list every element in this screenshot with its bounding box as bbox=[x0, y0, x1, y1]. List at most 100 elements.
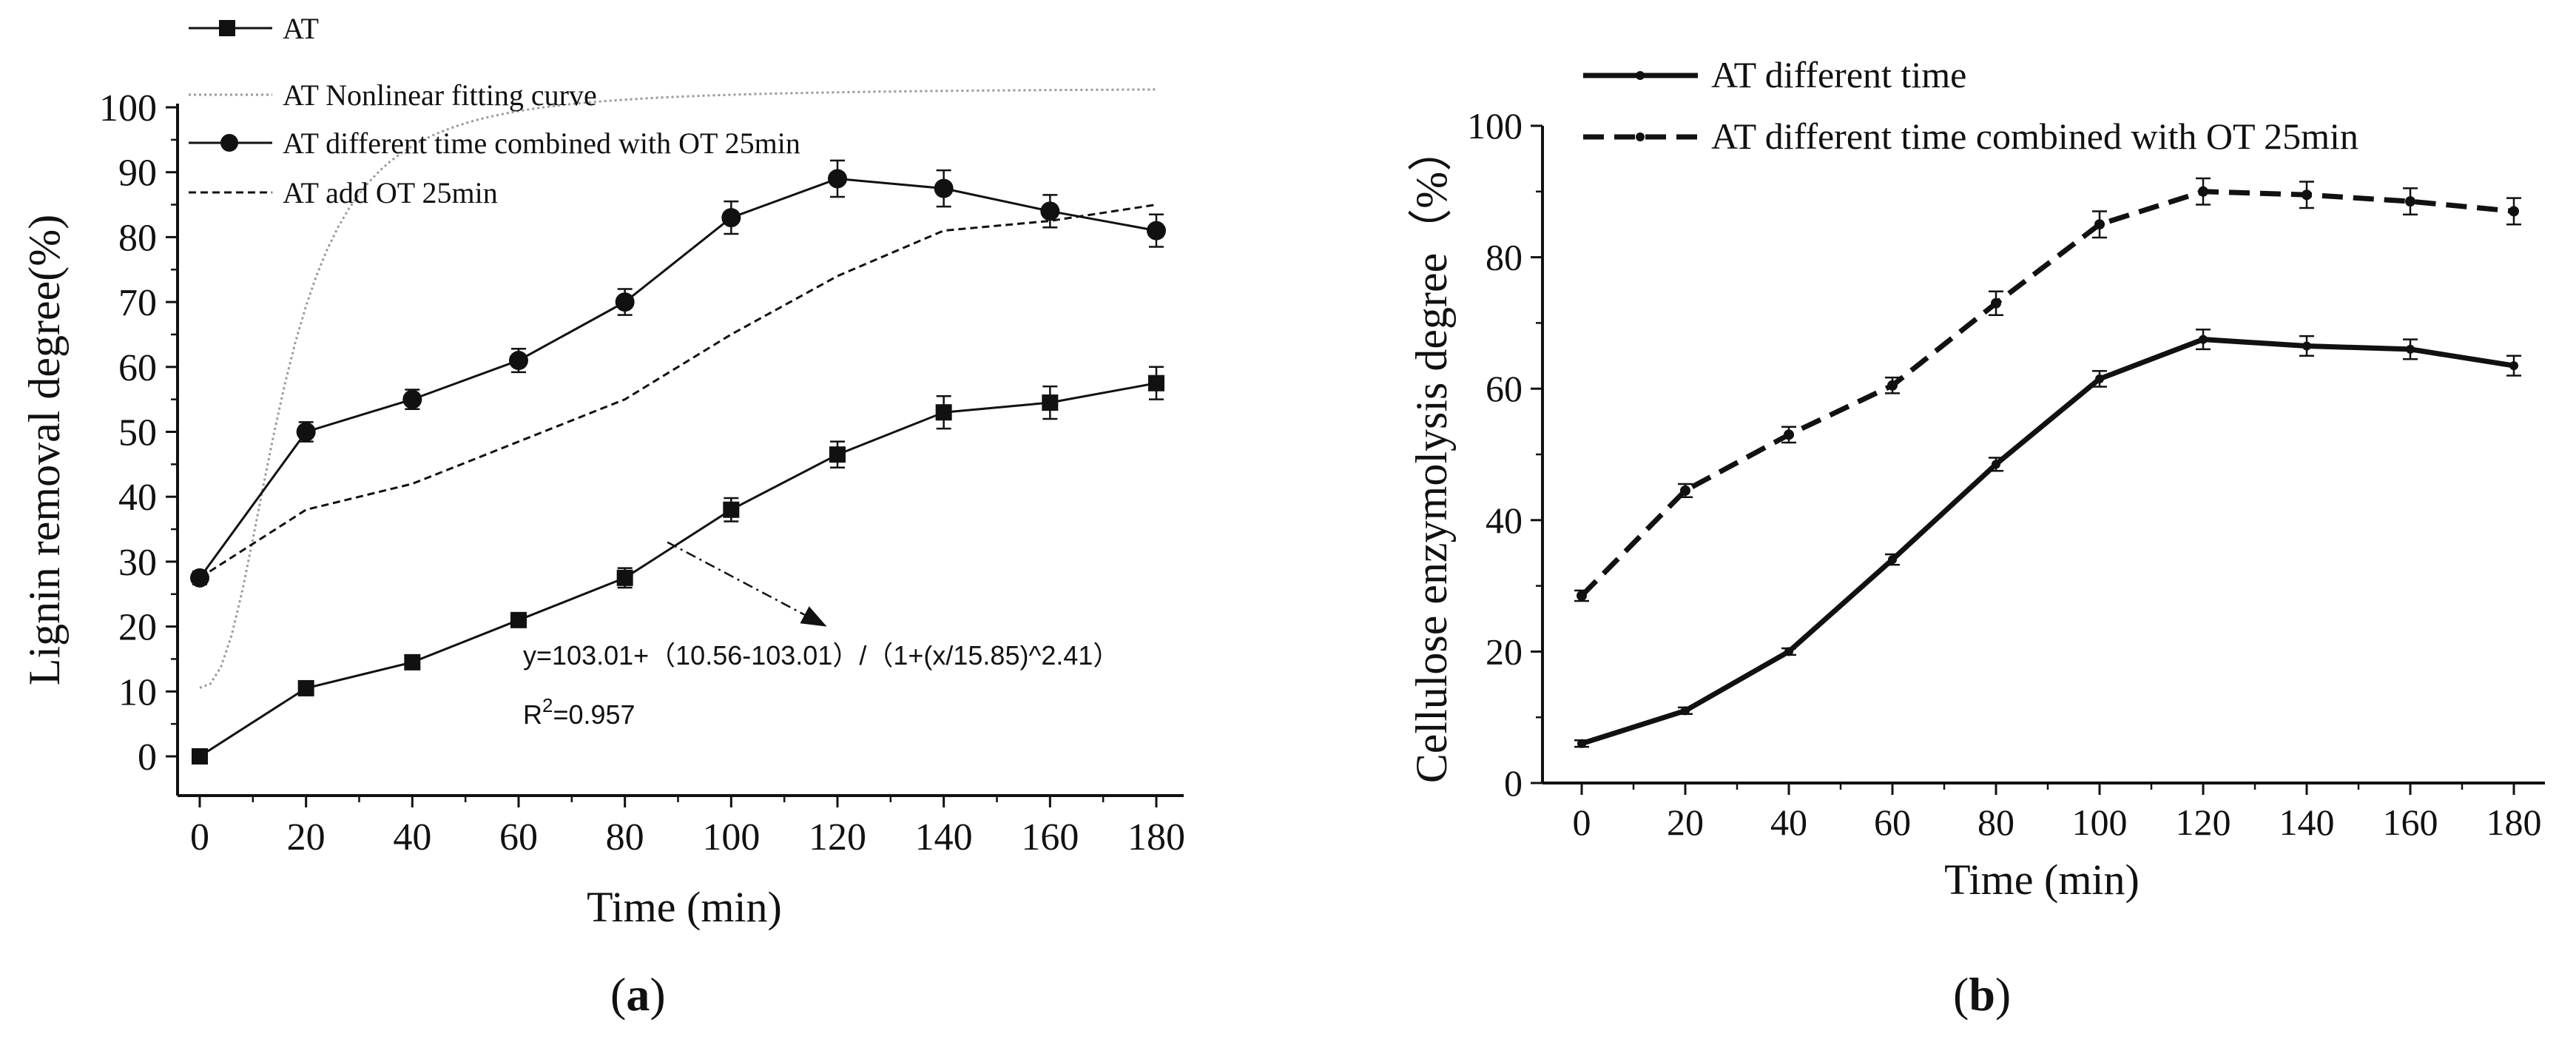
data-point bbox=[1681, 706, 1690, 716]
y-tick-label: 20 bbox=[118, 607, 157, 649]
data-point-square bbox=[510, 611, 527, 628]
legend-circle-marker bbox=[220, 134, 238, 152]
series-line-at-time bbox=[1580, 337, 2515, 747]
y-tick-label: 70 bbox=[118, 282, 157, 324]
data-point bbox=[2509, 361, 2518, 371]
y-tick-label: 80 bbox=[1486, 237, 1523, 278]
legend-square-marker bbox=[219, 20, 235, 36]
data-point-circle bbox=[934, 178, 954, 198]
x-tick-label: 20 bbox=[287, 816, 326, 858]
legend-label: AT different time bbox=[1711, 54, 1966, 95]
y-tick-label: 0 bbox=[138, 736, 157, 779]
data-point-circle bbox=[721, 208, 741, 228]
x-tick-label: 60 bbox=[499, 816, 538, 858]
x-tick-label: 80 bbox=[1977, 802, 2014, 843]
series-line-combined bbox=[1579, 189, 2515, 598]
legend-item-at: AT bbox=[189, 12, 319, 45]
y-tick-label: 30 bbox=[118, 542, 157, 584]
data-point-square bbox=[616, 569, 633, 586]
y-tick-label: 60 bbox=[118, 347, 157, 389]
fit-curve-line bbox=[199, 88, 1157, 689]
panel-a: 0 20 40 60 80 100 120 140 160 180 0 10 20 30 40 50 60 70 8… bbox=[20, 12, 1185, 1021]
data-point-circle bbox=[296, 422, 316, 442]
data-point bbox=[1887, 380, 1898, 391]
y-tick-label: 10 bbox=[118, 671, 157, 713]
x-tick-label: 100 bbox=[2072, 802, 2128, 843]
data-point-square bbox=[297, 679, 314, 696]
panel-a-x-label: Time (min) bbox=[587, 883, 782, 931]
panel-b-caption: (b) bbox=[1953, 968, 2011, 1021]
legend-item-fit: AT Nonlinear fitting curve bbox=[189, 78, 597, 112]
data-point bbox=[2199, 335, 2208, 344]
x-tick-label: 100 bbox=[702, 816, 760, 858]
data-point bbox=[1992, 460, 2000, 469]
data-point-square bbox=[192, 748, 208, 765]
panel-b-x-label: Time (min) bbox=[1944, 856, 2140, 904]
panel-a-axes bbox=[176, 104, 1184, 797]
data-point bbox=[2094, 219, 2105, 230]
data-point-square bbox=[1042, 394, 1059, 411]
data-point-circle bbox=[509, 351, 528, 371]
panel-b: 0 20 40 60 80 100 120 140 160 180 0 20 40 60 80 100 AT … bbox=[1407, 54, 2545, 1021]
data-point-circle bbox=[190, 568, 209, 588]
r-squared-prefix: R bbox=[523, 699, 542, 730]
y-tick-label: 100 bbox=[99, 87, 157, 130]
panel-b-y-label: Cellulose enzymolysis degree（%） bbox=[1407, 127, 1456, 783]
y-tick-label: 40 bbox=[1486, 500, 1523, 541]
legend-item-at-time: AT different time bbox=[1583, 54, 1966, 95]
legend-label: AT different time combined with OT 25min bbox=[283, 127, 800, 160]
data-point bbox=[2509, 206, 2519, 217]
y-tick-label: 100 bbox=[1467, 105, 1523, 147]
data-point bbox=[2405, 196, 2415, 207]
data-point bbox=[2198, 186, 2208, 197]
data-point-square bbox=[723, 501, 740, 518]
legend-item-combined: AT different time combined with OT 25min bbox=[189, 127, 800, 160]
x-tick-label: 0 bbox=[190, 816, 209, 858]
panel-a-y-label: Lignin removal degree(%) bbox=[20, 215, 69, 685]
legend-label: AT different time combined with OT 25min bbox=[1711, 115, 2358, 157]
fit-equation: y=103.01+（10.56-103.01）/（1+(x/15.85)^2.4… bbox=[523, 640, 1119, 671]
data-point-circle bbox=[1040, 201, 1060, 221]
data-point bbox=[2302, 341, 2311, 351]
data-point-circle bbox=[1147, 221, 1166, 241]
data-point bbox=[1888, 555, 1897, 565]
y-tick-label: 20 bbox=[1486, 631, 1523, 672]
data-point-square bbox=[404, 653, 421, 671]
x-tick-label: 160 bbox=[1021, 816, 1079, 858]
y-tick-label: 0 bbox=[1504, 762, 1523, 804]
data-point-square bbox=[1148, 374, 1164, 392]
data-point-square bbox=[829, 446, 846, 463]
annotation-arrow-head bbox=[800, 606, 827, 627]
legend-label: AT add OT 25min bbox=[283, 176, 498, 209]
data-point-square bbox=[935, 404, 952, 421]
data-point bbox=[1784, 429, 1794, 440]
x-tick-label: 120 bbox=[809, 816, 866, 858]
legend-marker bbox=[1636, 71, 1645, 80]
panel-b-legend: AT different time AT different time comb… bbox=[1583, 54, 2358, 157]
x-tick-label: 140 bbox=[915, 816, 973, 858]
panel-a-legend: AT AT Nonlinear fitting curve AT differe… bbox=[189, 12, 800, 209]
x-tick-label: 80 bbox=[606, 816, 644, 858]
panel-a-annotation: y=103.01+（10.56-103.01）/（1+(x/15.85)^2.4… bbox=[523, 541, 1119, 730]
panel-b-series bbox=[1574, 177, 2521, 748]
y-tick-label: 90 bbox=[118, 152, 157, 195]
data-point bbox=[2406, 344, 2415, 354]
series-line-combined bbox=[198, 177, 1157, 579]
data-point bbox=[1680, 485, 1690, 496]
y-tick-label: 40 bbox=[118, 477, 157, 519]
panel-a-letter: a bbox=[626, 968, 650, 1021]
legend-label: AT bbox=[283, 12, 319, 45]
data-point bbox=[1991, 298, 2001, 309]
data-point bbox=[1784, 647, 1793, 656]
x-tick-label: 40 bbox=[393, 816, 431, 858]
panel-b-axes bbox=[1541, 126, 2545, 784]
panel-a-caption: (a) bbox=[610, 968, 666, 1021]
panel-a-ticks: 0 20 40 60 80 100 120 140 160 180 0 10 20 30 40 50 60 70 8… bbox=[99, 87, 1185, 858]
legend-marker bbox=[1636, 132, 1645, 141]
legend-item-combined: AT different time combined with OT 25min bbox=[1583, 115, 2358, 157]
x-tick-label: 20 bbox=[1667, 802, 1704, 843]
data-point-circle bbox=[402, 389, 422, 409]
data-point bbox=[1577, 590, 1587, 601]
panel-b-ticks: 0 20 40 60 80 100 120 140 160 180 0 20 40 60 80 100 bbox=[1467, 105, 2542, 843]
